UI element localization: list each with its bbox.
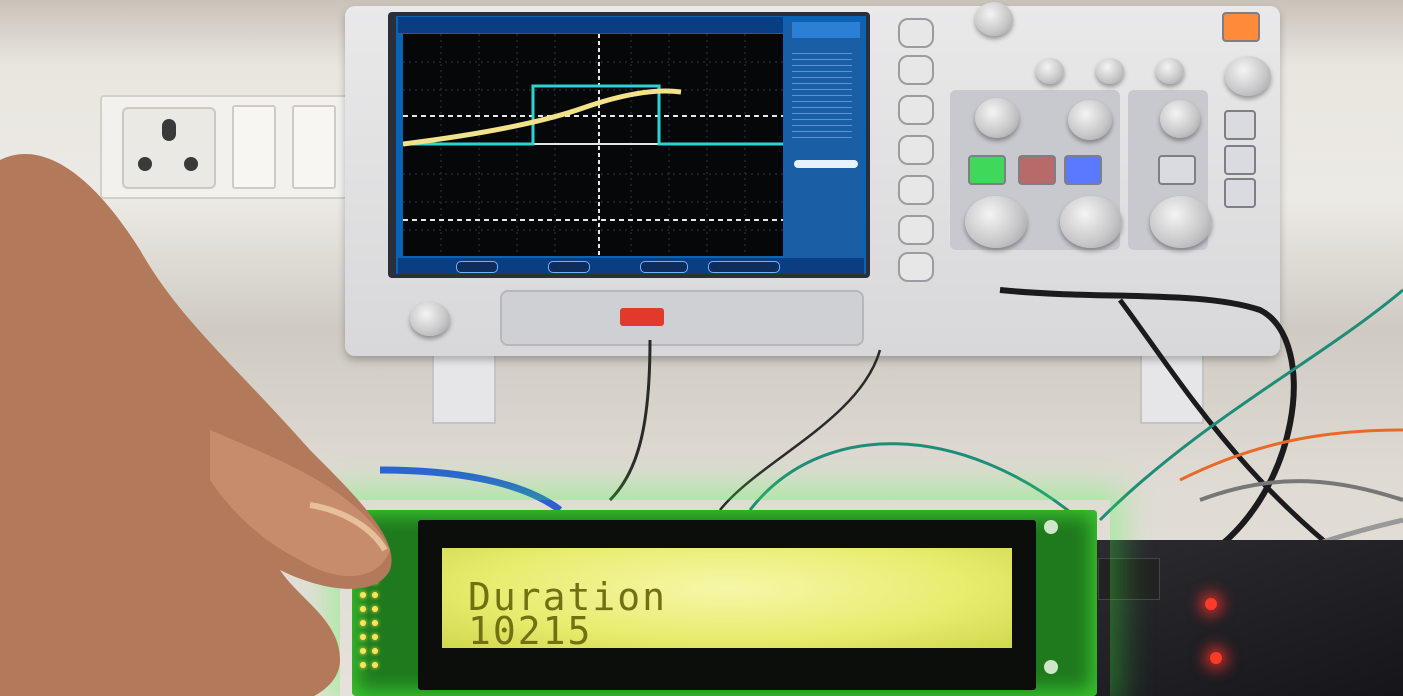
usb-cable [608, 339, 652, 502]
fingernail [309, 502, 388, 552]
wall-switch [232, 105, 276, 189]
trigger-level-knob [1225, 56, 1271, 96]
red-led [1205, 598, 1217, 610]
header-connector [1098, 558, 1160, 600]
green-wire [1098, 288, 1403, 522]
softkey-2 [898, 55, 934, 85]
small-knob [1156, 58, 1184, 84]
wall-switch [292, 105, 336, 189]
mount-hole [1044, 520, 1058, 534]
ch1-position-knob [975, 98, 1019, 138]
blue-cable [379, 466, 563, 513]
scope-menu-highlight [794, 160, 858, 168]
grid-lines [403, 34, 783, 256]
pulse-trace [403, 84, 783, 146]
socket-hole [138, 157, 152, 171]
softkey-6 [898, 215, 934, 245]
small-knob [1096, 58, 1124, 84]
ch2-button [1064, 155, 1102, 185]
microcontroller-board [1090, 540, 1403, 696]
softkey-7 [898, 252, 934, 282]
socket-hole [184, 157, 198, 171]
wire [719, 349, 882, 511]
ch2-scale-pill [548, 261, 590, 273]
softkey-3 [898, 95, 934, 125]
scope-foot [432, 350, 496, 424]
softkey-5 [898, 175, 934, 205]
trig-button [1224, 178, 1256, 208]
usb-drive [620, 308, 664, 326]
softkey-1 [898, 18, 934, 48]
ramp-trace [402, 88, 682, 147]
thumb [210, 430, 390, 577]
waveform-svg [402, 34, 783, 256]
hand-shape [0, 154, 392, 696]
scope-plot-area [402, 34, 783, 256]
hand [0, 154, 392, 696]
power-button [410, 302, 450, 336]
ch2-position-knob [1068, 100, 1112, 140]
timebase-knob [1150, 196, 1212, 248]
ch1-scale-pill [456, 261, 498, 273]
red-led [1210, 652, 1222, 664]
multipurpose-knob [975, 2, 1013, 36]
ch1-button [968, 155, 1006, 185]
horizontal-position-knob [1160, 100, 1200, 138]
grey-wire [1199, 479, 1403, 502]
green-wire [748, 442, 1081, 522]
horiz-menu-button [1158, 155, 1196, 185]
lcd-display [442, 548, 1012, 648]
scope-menu-title [792, 22, 860, 38]
math-button [1018, 155, 1056, 185]
softkey-4 [898, 135, 934, 165]
ch1-volts-knob [965, 196, 1027, 248]
usb-panel [500, 290, 864, 346]
lcd-line-2: 10215 [468, 609, 593, 653]
scope-foot [1140, 350, 1204, 424]
socket-outlet [122, 107, 216, 189]
lcd-line-1: Duration [468, 575, 668, 619]
socket-hole [162, 119, 176, 141]
trig-button [1224, 110, 1256, 140]
orange-wire [1179, 428, 1403, 482]
timebase-pill [640, 261, 688, 273]
trig-button [1224, 145, 1256, 175]
run-stop-button [1222, 12, 1260, 42]
scope-top-bar [398, 17, 783, 33]
small-knob [1036, 58, 1064, 84]
scope-menu-items [792, 48, 852, 138]
wall-socket [100, 95, 359, 199]
mount-hole [1044, 660, 1058, 674]
trigger-pill [708, 261, 780, 273]
ch2-volts-knob [1060, 196, 1122, 248]
